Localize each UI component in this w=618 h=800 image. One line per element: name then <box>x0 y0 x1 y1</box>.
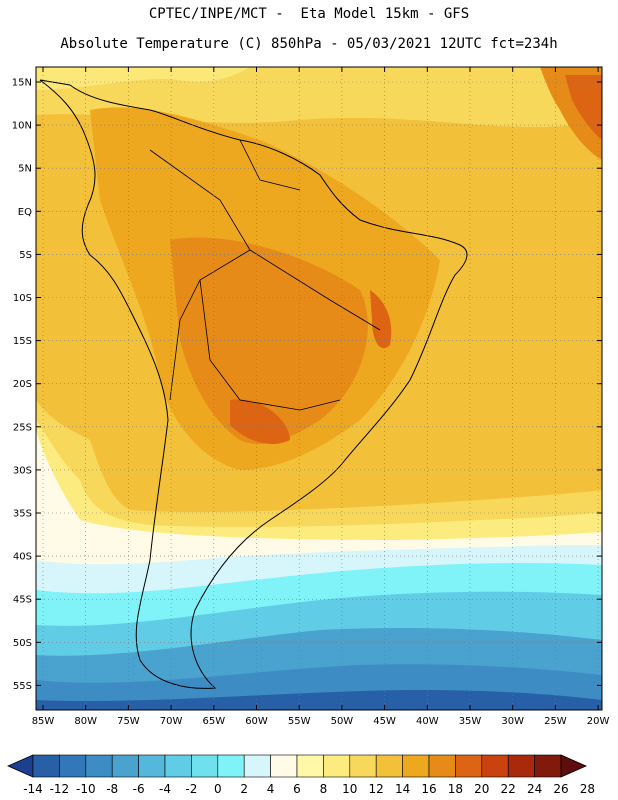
colorbar-label: -14 <box>23 782 43 796</box>
colorbar-swatch <box>217 754 245 778</box>
colorbar-label: 14 <box>395 782 410 796</box>
colorbar-label: 22 <box>501 782 516 796</box>
colorbar-swatch <box>85 754 113 778</box>
lat-label: 5N <box>18 164 32 175</box>
colorbar-swatch <box>534 754 562 778</box>
lon-label: 80W <box>74 716 97 727</box>
lat-label: 35S <box>13 509 32 520</box>
colorbar-swatch <box>323 754 351 778</box>
map-title: CPTEC/INPE/MCT - Eta Model 15km - GFS <box>148 6 470 22</box>
colorbar-label: 12 <box>369 782 384 796</box>
colorbar-swatch <box>402 754 430 778</box>
colorbar-swatch <box>270 754 298 778</box>
colorbar-swatch <box>349 754 377 778</box>
colorbar-label: -8 <box>106 782 118 796</box>
lat-label: 15N <box>12 78 32 89</box>
graticule <box>36 67 602 710</box>
colorbar-label: 6 <box>293 782 301 796</box>
colorbar-label: 26 <box>553 782 568 796</box>
colorbar-label: 18 <box>448 782 463 796</box>
map-frame <box>35 66 603 711</box>
colorbar-label: -4 <box>159 782 171 796</box>
colorbar-label: -12 <box>50 782 70 796</box>
lon-label: 20W <box>587 716 610 727</box>
colorbar-label: 16 <box>421 782 436 796</box>
colorbar-swatch <box>32 754 60 778</box>
colorbar-swatch <box>375 754 403 778</box>
colorbar-swatch <box>243 754 271 778</box>
lat-label: 15S <box>13 336 32 347</box>
colorbar-label: 24 <box>527 782 542 796</box>
colorbar-swatch <box>138 754 166 778</box>
colorbar-swatch <box>455 754 483 778</box>
south-america-coastline <box>39 79 468 689</box>
colorbar-swatch <box>481 754 509 778</box>
colorbar-swatch <box>191 754 219 778</box>
colorbar-label: 2 <box>240 782 248 796</box>
colorbar-label: 8 <box>320 782 328 796</box>
colorbar-label: 0 <box>214 782 222 796</box>
lat-label: EQ <box>18 207 32 218</box>
map-subtitle: Absolute Temperature (C) 850hPa - 05/03/… <box>60 36 558 52</box>
lon-label: 85W <box>32 716 55 727</box>
colorbar-label: -2 <box>185 782 197 796</box>
colorbar-label: -6 <box>133 782 145 796</box>
lon-label: 25W <box>544 716 567 727</box>
colorbar-label: -10 <box>76 782 96 796</box>
lat-label: 30S <box>13 465 32 476</box>
colorbar-swatch <box>59 754 87 778</box>
lat-label: 10N <box>12 121 32 132</box>
colorbar-arrow-high <box>560 754 587 778</box>
temperature-field <box>36 67 602 710</box>
lon-label: 65W <box>202 716 225 727</box>
lat-label: 10S <box>13 293 32 304</box>
lat-label: 20S <box>13 379 32 390</box>
colorbar-arrow-low <box>7 754 34 778</box>
lon-label: 40W <box>416 716 439 727</box>
lon-label: 60W <box>245 716 268 727</box>
colorbar-label: 28 <box>580 782 595 796</box>
colorbar-label: 4 <box>267 782 275 796</box>
colorbar-swatch <box>164 754 192 778</box>
lat-label: 5S <box>19 250 32 261</box>
colorbar-swatch <box>296 754 324 778</box>
latitude-labels: 15N 10N 5N EQ 5S 10S 15S 20S 25S 30S 35S 40S 45S 50S 5… <box>12 78 32 692</box>
lon-label: 35W <box>459 716 482 727</box>
colorbar-swatch <box>428 754 456 778</box>
colorbar-swatch <box>111 754 139 778</box>
lon-label: 50W <box>331 716 354 727</box>
lat-label: 50S <box>13 638 32 649</box>
colorbar-label: 20 <box>474 782 489 796</box>
colorbar-swatch <box>507 754 535 778</box>
lat-label: 25S <box>13 422 32 433</box>
lon-label: 70W <box>160 716 183 727</box>
longitude-labels: 85W 80W 75W 70W 65W 60W 55W 50W 45W 40W 35W 30W 25W 2… <box>32 716 610 727</box>
lon-label: 45W <box>373 716 396 727</box>
lat-label: 40S <box>13 552 32 563</box>
lat-label: 45S <box>13 595 32 606</box>
lon-label: 55W <box>288 716 311 727</box>
colorbar: -14 -12 -10 -8 -6 -4 -2 0 2 4 6 8 10 12 14 16 18 20 22 24 26… <box>7 754 595 796</box>
lon-label: 30W <box>501 716 524 727</box>
country-borders <box>149 139 381 411</box>
colorbar-label: 10 <box>342 782 357 796</box>
lat-label: 55S <box>13 681 32 692</box>
lon-label: 75W <box>117 716 140 727</box>
